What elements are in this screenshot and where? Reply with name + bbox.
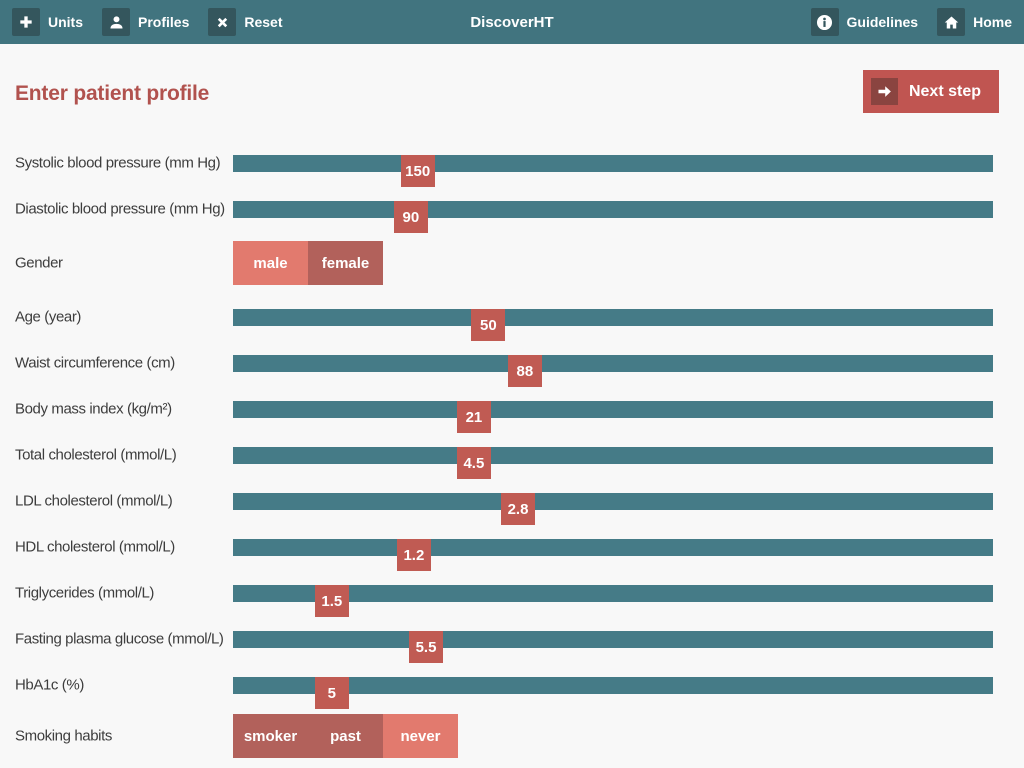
row-label: Triglycerides (mmol/L) [15, 584, 154, 602]
hdl-cholesterol-slider-track[interactable]: 1.2 [233, 539, 993, 571]
row-label: Gender [15, 254, 63, 272]
topbar-item-profiles[interactable]: Profiles [102, 8, 189, 36]
total-cholesterol-slider-handle[interactable]: 4.5 [456, 447, 491, 479]
age-slider-track[interactable]: 50 [233, 309, 993, 341]
row-label: Waist circumference (cm) [15, 354, 175, 372]
waist-slider-handle[interactable]: 88 [507, 355, 542, 387]
row-label: Systolic blood pressure (mm Hg) [15, 154, 221, 172]
age-slider-handle[interactable]: 50 [471, 309, 506, 341]
info-icon [810, 8, 839, 36]
topbar-item-guidelines[interactable]: Guidelines [810, 8, 919, 36]
home-icon [937, 8, 966, 36]
topbar-item-units[interactable]: Units [12, 8, 83, 36]
row-waist: Waist circumference (cm) 88 [0, 347, 1024, 387]
row-diastolic: Diastolic blood pressure (mm Hg) 90 [0, 193, 1024, 233]
gender-option-male[interactable]: male [233, 241, 308, 285]
systolic-slider-handle[interactable]: 150 [400, 155, 435, 187]
smoking-option-smoker[interactable]: smoker [233, 714, 308, 758]
ldl-cholesterol-slider-handle[interactable]: 2.8 [501, 493, 535, 525]
row-label: Body mass index (kg/m²) [15, 400, 172, 418]
top-navigation-bar: DiscoverHT Units Profiles Reset Guidelin… [0, 0, 1024, 44]
next-step-label: Next step [908, 82, 981, 100]
row-age: Age (year) 50 [0, 301, 1024, 341]
topbar-item-label: Home [973, 14, 1012, 30]
row-label: Total cholesterol (mmol/L) [15, 446, 177, 464]
arrow-right-icon [870, 78, 898, 105]
glucose-slider-handle[interactable]: 5.5 [409, 631, 444, 663]
gender-toggle-group: male female [233, 241, 383, 285]
row-label: Smoking habits [15, 727, 112, 745]
next-step-button[interactable]: Next step [862, 70, 999, 113]
bmi-slider-track[interactable]: 21 [233, 401, 993, 433]
systolic-slider-track[interactable]: 150 [233, 155, 993, 187]
row-label: HDL cholesterol (mmol/L) [15, 538, 175, 556]
topbar-item-reset[interactable]: Reset [208, 8, 283, 36]
gender-option-female[interactable]: female [308, 241, 383, 285]
waist-slider-track[interactable]: 88 [233, 355, 993, 387]
topbar-right-group: Guidelines Home [810, 0, 1012, 44]
total-cholesterol-slider-track[interactable]: 4.5 [233, 447, 993, 479]
row-smoking: Smoking habits smoker past never [0, 714, 1024, 758]
smoking-option-never[interactable]: never [383, 714, 458, 758]
person-icon [102, 8, 130, 36]
smoking-option-past[interactable]: past [308, 714, 383, 758]
plus-icon [12, 8, 40, 36]
row-label: Diastolic blood pressure (mm Hg) [15, 200, 225, 218]
triglycerides-slider-handle[interactable]: 1.5 [314, 585, 349, 617]
row-gender: Gender male female [0, 241, 1024, 285]
row-hdl-cholesterol: HDL cholesterol (mmol/L) 1.2 [0, 531, 1024, 571]
diastolic-slider-handle[interactable]: 90 [393, 201, 428, 233]
row-label: Fasting plasma glucose (mmol/L) [15, 630, 224, 648]
topbar-item-label: Profiles [138, 14, 190, 30]
row-systolic: Systolic blood pressure (mm Hg) 150 [0, 147, 1024, 187]
smoking-toggle-group: smoker past never [233, 714, 458, 758]
topbar-item-label: Units [48, 14, 83, 30]
ldl-cholesterol-slider-track[interactable]: 2.8 [233, 493, 993, 525]
topbar-item-home[interactable]: Home [937, 8, 1012, 36]
page-title: Enter patient profile [15, 82, 210, 105]
bmi-slider-handle[interactable]: 21 [456, 401, 491, 433]
topbar-item-label: Reset [244, 14, 283, 30]
row-total-cholesterol: Total cholesterol (mmol/L) 4.5 [0, 439, 1024, 479]
topbar-left-group: Units Profiles Reset [12, 0, 283, 44]
row-label: HbA1c (%) [15, 676, 84, 694]
row-triglycerides: Triglycerides (mmol/L) 1.5 [0, 577, 1024, 617]
row-hba1c: HbA1c (%) 5 [0, 669, 1024, 709]
row-bmi: Body mass index (kg/m²) 21 [0, 393, 1024, 433]
hdl-cholesterol-slider-handle[interactable]: 1.2 [396, 539, 431, 571]
hba1c-slider-handle[interactable]: 5 [314, 677, 349, 709]
row-glucose: Fasting plasma glucose (mmol/L) 5.5 [0, 623, 1024, 663]
x-icon [208, 8, 237, 36]
hba1c-slider-track[interactable]: 5 [233, 677, 993, 709]
row-label: LDL cholesterol (mmol/L) [15, 492, 173, 510]
row-label: Age (year) [15, 308, 82, 326]
triglycerides-slider-track[interactable]: 1.5 [233, 585, 993, 617]
glucose-slider-track[interactable]: 5.5 [233, 631, 993, 663]
topbar-item-label: Guidelines [846, 14, 919, 30]
diastolic-slider-track[interactable]: 90 [233, 201, 993, 233]
row-ldl-cholesterol: LDL cholesterol (mmol/L) 2.8 [0, 485, 1024, 525]
